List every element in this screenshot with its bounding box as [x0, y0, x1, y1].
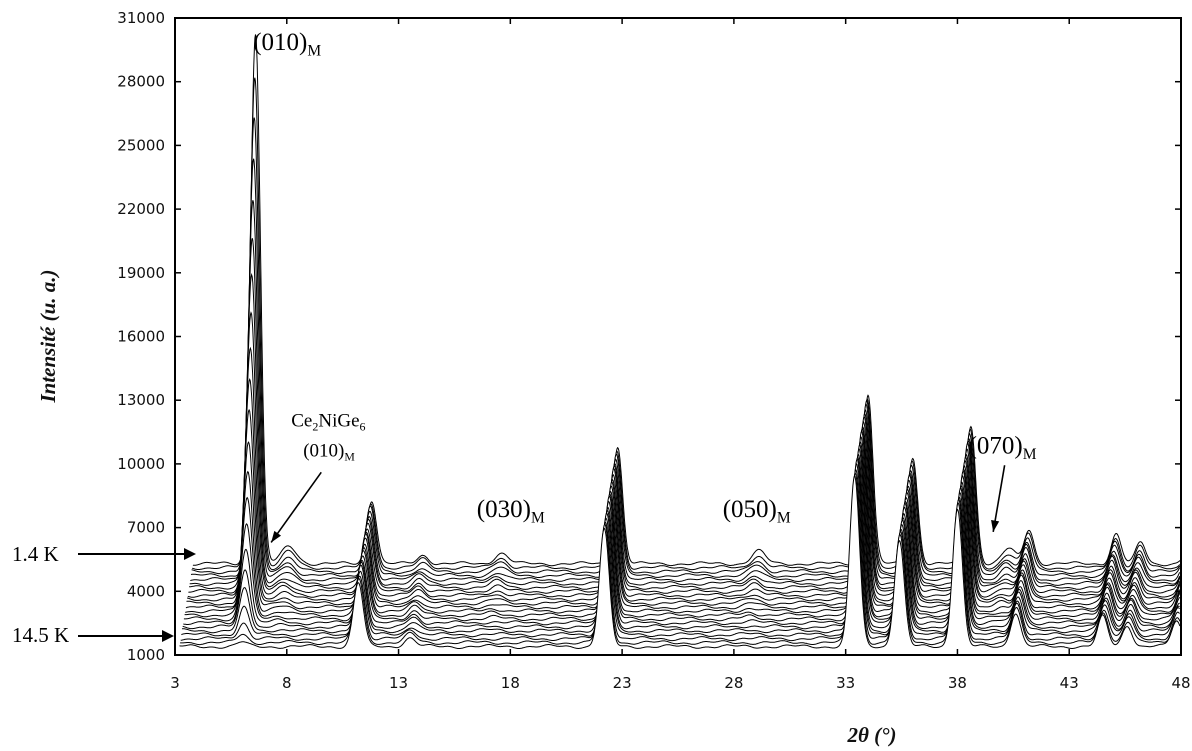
- y-tick-label: 28000: [117, 73, 165, 91]
- x-tick-label: 43: [1060, 674, 1079, 692]
- peak-label: (010)M: [253, 29, 321, 60]
- diffraction-curve: [190, 158, 1181, 578]
- diffraction-curve: [180, 468, 1180, 642]
- ce2nige6-label: Ce2NiGe6: [291, 410, 365, 433]
- diffraction-curve: [192, 34, 1181, 567]
- diffraction-curve: [192, 77, 1181, 571]
- y-axis-label: Intensité (u. a.): [36, 269, 60, 403]
- y-tick-label: 1000: [127, 646, 165, 664]
- peak-label: (030)M: [477, 496, 545, 527]
- x-tick-label: 13: [389, 674, 408, 692]
- curve-stack: [179, 34, 1181, 655]
- diffraction-curve: [182, 456, 1180, 630]
- curve-mask: [181, 463, 1180, 654]
- peak-label: (010)M: [303, 440, 355, 463]
- y-axis: 1000 4000 7000 10000 13000 16000 19000 22000 250…: [117, 9, 1181, 664]
- x-tick-label: 28: [724, 674, 743, 692]
- diffraction-curve: [188, 311, 1181, 594]
- diffraction-curve: [185, 436, 1181, 610]
- x-tick-label: 23: [613, 674, 632, 692]
- temp-label-bottom: 14.5 K: [12, 623, 174, 647]
- diffraction-curve: [191, 117, 1181, 575]
- y-tick-label: 25000: [117, 136, 165, 154]
- y-tick-label: 22000: [117, 200, 165, 218]
- diffraction-curve: [179, 475, 1181, 649]
- y-tick-label: 19000: [117, 264, 165, 282]
- x-axis: 3 8 13 18 23 28 33 38 43 48: [170, 18, 1191, 692]
- x-tick-label: 3: [170, 674, 180, 692]
- y-tick-label: 31000: [117, 9, 165, 27]
- x-tick-label: 18: [501, 674, 520, 692]
- x-axis-label: 2θ (°): [846, 723, 896, 747]
- svg-text:14.5 K: 14.5 K: [12, 623, 69, 647]
- x-tick-label: 48: [1171, 674, 1190, 692]
- y-tick-label: 10000: [117, 455, 165, 473]
- peak-label: (070)M: [969, 432, 1037, 463]
- annotation-arrowhead: [991, 520, 1000, 532]
- diffraction-curve: [180, 472, 1181, 646]
- diffraction-curve: [189, 238, 1180, 586]
- svg-text:1.4 K: 1.4 K: [12, 542, 59, 566]
- y-tick-label: 4000: [127, 582, 165, 600]
- diffraction-curve: [187, 346, 1181, 598]
- x-tick-label: 33: [836, 674, 855, 692]
- diffraction-curve: [189, 272, 1181, 590]
- x-tick-label: 38: [948, 674, 967, 692]
- temp-label-top: 1.4 K: [12, 542, 196, 566]
- annotation-arrowhead: [271, 530, 282, 543]
- peak-annotations: (010)M Ce2NiGe6 (010)M (030)M (050)M (070)M: [253, 29, 1037, 543]
- y-tick-label: 13000: [117, 391, 165, 409]
- x-tick-label: 8: [282, 674, 292, 692]
- peak-label: (050)M: [723, 496, 791, 527]
- diffraction-curve: [185, 440, 1180, 614]
- y-tick-label: 7000: [127, 519, 165, 537]
- diffraction-curve: [190, 200, 1181, 582]
- annotation-arrow: [270, 471, 322, 543]
- diffraction-curve: [186, 378, 1181, 602]
- y-tick-label: 16000: [117, 328, 165, 346]
